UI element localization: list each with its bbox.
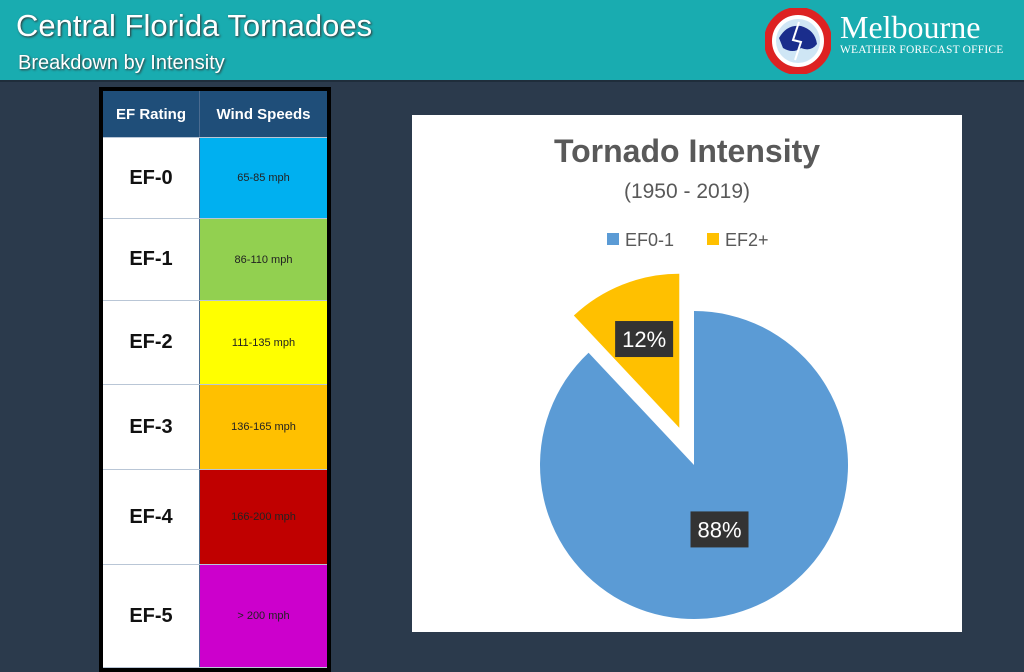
table-header-row: EF Rating Wind Speeds: [103, 91, 327, 138]
data-label-box: [690, 511, 749, 548]
nws-logo-icon: [765, 8, 831, 74]
wind-speed-cell: 111-135 mph: [200, 301, 327, 384]
ef-rating-cell: EF-5: [103, 565, 200, 667]
legend-label: EF0-1: [625, 230, 674, 250]
ef-rating-cell: EF-3: [103, 385, 200, 469]
office-subtitle: WEATHER FORECAST OFFICE: [840, 44, 1004, 56]
table-row: EF-4 166-200 mph: [103, 470, 327, 565]
legend-swatch: [707, 233, 719, 245]
data-label: 88%: [697, 517, 741, 542]
chart-legend: EF0-1 EF2+: [607, 230, 769, 250]
wind-speed-cell: 86-110 mph: [200, 219, 327, 300]
header-banner: Central Florida Tornadoes Breakdown by I…: [0, 0, 1024, 82]
table-row: EF-3 136-165 mph: [103, 385, 327, 470]
pie-chart: Tornado Intensity (1950 - 2019) EF0-1 EF2…: [540, 133, 848, 619]
table-row: EF-5 > 200 mph: [103, 565, 327, 668]
table-row: EF-0 65-85 mph: [103, 138, 327, 219]
wind-speed-cell: > 200 mph: [200, 565, 327, 667]
data-label: 12%: [622, 327, 666, 352]
chart-subtitle: (1950 - 2019): [624, 180, 750, 203]
ef-scale-table: EF Rating Wind Speeds EF-0 65-85 mph EF-1 8…: [99, 87, 331, 672]
legend-label: EF2+: [725, 230, 769, 250]
wind-speed-cell: 166-200 mph: [200, 470, 327, 564]
pie-chart-panel: Tornado Intensity (1950 - 2019) EF0-1 EF2…: [412, 115, 962, 632]
table-row: EF-2 111-135 mph: [103, 301, 327, 385]
page-title: Central Florida Tornadoes: [16, 8, 373, 43]
header-ef-rating: EF Rating: [103, 91, 200, 137]
table-row: EF-1 86-110 mph: [103, 219, 327, 301]
wind-speed-cell: 65-85 mph: [200, 138, 327, 218]
ef-rating-cell: EF-1: [103, 219, 200, 300]
chart-title: Tornado Intensity: [554, 133, 820, 169]
ef-rating-cell: EF-4: [103, 470, 200, 564]
page-subtitle: Breakdown by Intensity: [18, 52, 225, 74]
office-name: Melbourne WEATHER FORECAST OFFICE: [840, 10, 1004, 56]
legend-swatch: [607, 233, 619, 245]
pie-slice-ef01: [540, 311, 848, 619]
data-label-box: [615, 321, 674, 358]
ef-rating-cell: EF-0: [103, 138, 200, 218]
office-title: Melbourne: [840, 9, 981, 45]
ef-rating-cell: EF-2: [103, 301, 200, 384]
wind-speed-cell: 136-165 mph: [200, 385, 327, 469]
header-wind-speeds: Wind Speeds: [216, 105, 311, 123]
